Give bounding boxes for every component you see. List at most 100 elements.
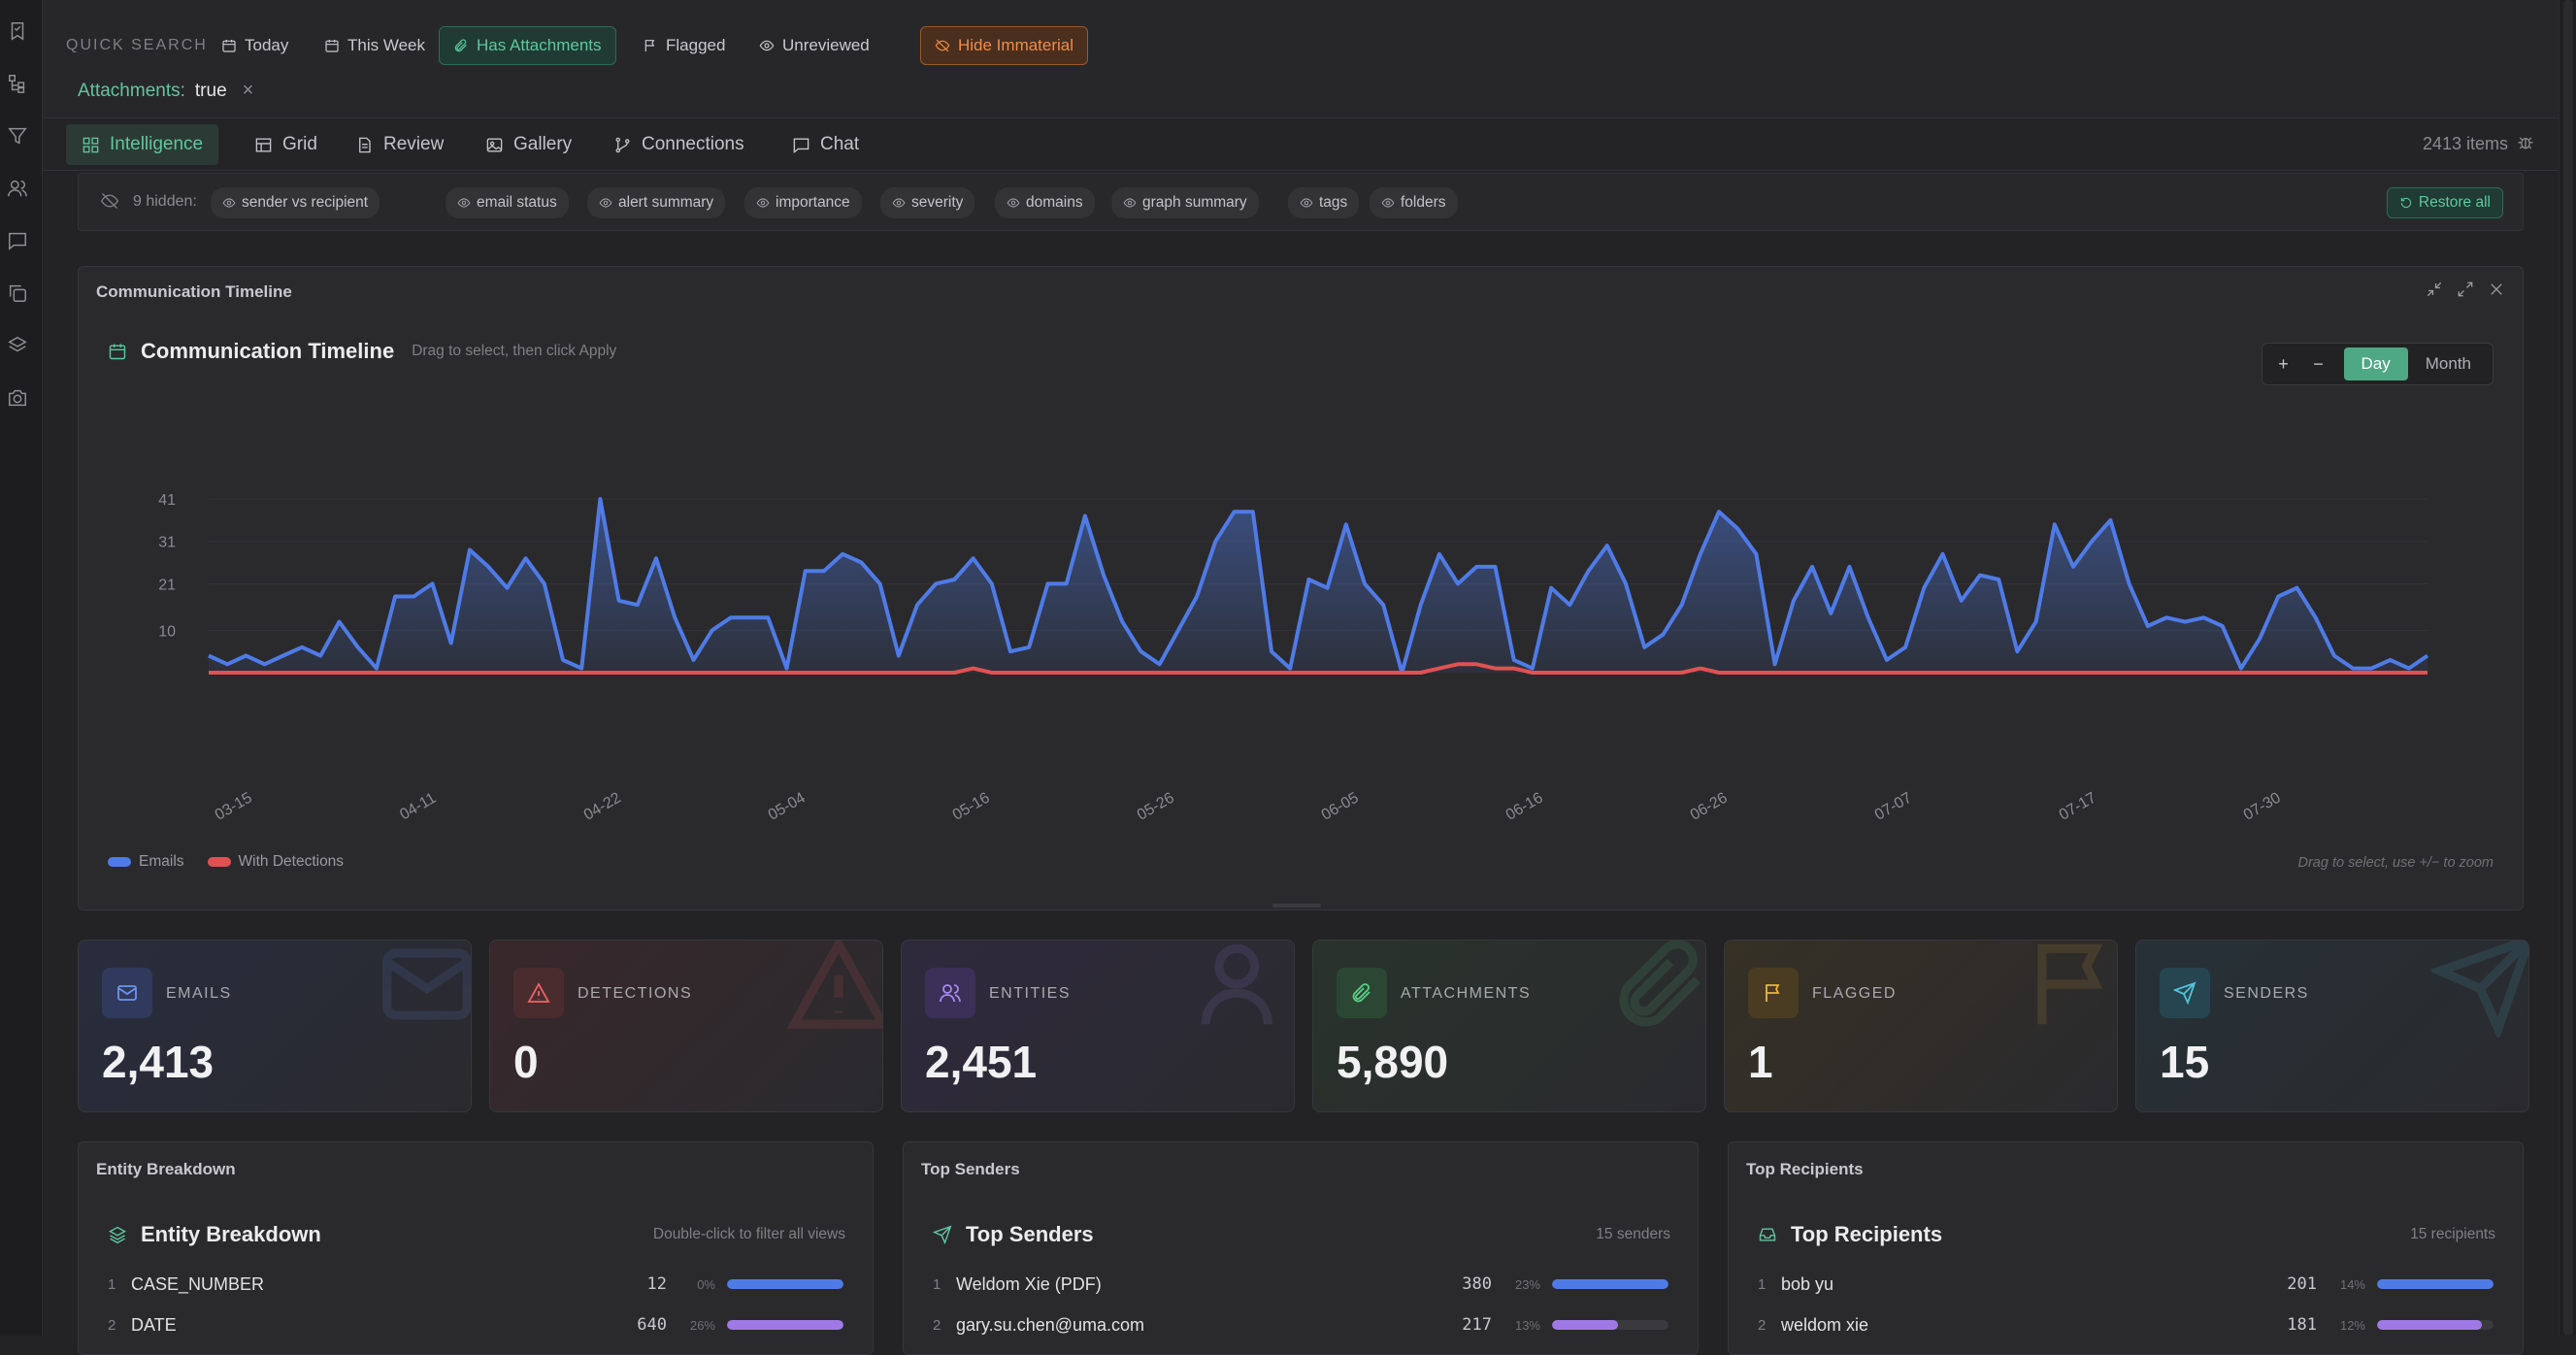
hidden-chip-email-status[interactable]: email status xyxy=(446,187,569,218)
camera-icon[interactable] xyxy=(4,384,31,412)
remove-filter-icon[interactable]: × xyxy=(242,80,254,101)
panel-controls xyxy=(2426,281,2505,303)
eye-icon xyxy=(892,198,906,208)
tab-grid[interactable]: Grid xyxy=(239,124,333,165)
timeline-panel: Communication Timeline Communication Tim… xyxy=(78,266,2524,910)
row-percent: 23% xyxy=(1514,1276,1540,1292)
list-item[interactable]: 1 Weldom Xie (PDF) 380 23% xyxy=(933,1267,1668,1302)
stat-value: 2,413 xyxy=(102,1037,215,1087)
git-branch-icon xyxy=(615,137,630,152)
chip-this-week[interactable]: This Week xyxy=(311,26,439,65)
hidden-chip-graph-summary[interactable]: graph summary xyxy=(1111,187,1259,218)
copy-icon[interactable] xyxy=(4,280,31,307)
hidden-chip-label: email status xyxy=(477,194,557,211)
mail-watermark-icon xyxy=(374,941,471,1038)
vertical-scrollbar[interactable] xyxy=(2559,0,2576,1336)
list-item[interactable]: 2 weldom xie 181 12% xyxy=(1758,1307,2493,1342)
bookmark-icon[interactable] xyxy=(4,17,31,45)
row-percent: 13% xyxy=(1514,1317,1540,1333)
x-tick-label: 06-16 xyxy=(1503,789,1546,823)
close-icon[interactable] xyxy=(2488,281,2505,303)
chip-has-attachments[interactable]: Has Attachments xyxy=(439,26,616,65)
zoom-out-button[interactable]: − xyxy=(2313,353,2324,374)
resize-handle[interactable] xyxy=(1272,904,1321,908)
legend-item-emails[interactable]: Emails xyxy=(108,853,184,871)
restore-all-button[interactable]: Restore all xyxy=(2386,187,2503,218)
timeline-title: Communication Timeline xyxy=(141,339,395,363)
users-icon xyxy=(925,968,975,1018)
stat-card-attachments[interactable]: ATTACHMENTS 5,890 xyxy=(1312,940,1706,1112)
stat-card-emails[interactable]: EMAILS 2,413 xyxy=(78,940,472,1112)
list-item[interactable]: 1 bob yu 201 14% xyxy=(1758,1267,2493,1302)
tab-label: Grid xyxy=(282,134,317,154)
layers-icon[interactable] xyxy=(4,332,31,359)
legend-item-detections[interactable]: With Detections xyxy=(207,853,344,871)
chip-label: This Week xyxy=(347,36,425,54)
chip-flagged[interactable]: Flagged xyxy=(629,26,739,65)
y-tick-label: 41 xyxy=(158,492,176,509)
hidden-chip-domains[interactable]: domains xyxy=(995,187,1095,218)
zoom-controls: + − Day Month xyxy=(2261,343,2493,385)
flag-icon xyxy=(1748,968,1799,1018)
y-tick-label: 10 xyxy=(158,623,176,640)
hidden-chip-severity[interactable]: severity xyxy=(880,187,975,218)
row-count: 12 xyxy=(646,1274,667,1294)
layers-icon xyxy=(109,1226,126,1244)
legend-label: Emails xyxy=(139,853,184,870)
row-count: 201 xyxy=(2287,1274,2317,1294)
stat-card-senders[interactable]: SENDERS 15 xyxy=(2135,940,2529,1112)
message-icon[interactable] xyxy=(4,227,31,254)
hidden-chip-folders[interactable]: folders xyxy=(1370,187,1458,218)
tab-chat[interactable]: Chat xyxy=(776,124,875,165)
row-bar-fill xyxy=(2377,1279,2493,1289)
filter-icon[interactable] xyxy=(4,122,31,149)
panel-heading: Top Recipients xyxy=(1791,1222,1943,1246)
tab-gallery[interactable]: Gallery xyxy=(470,124,587,165)
tab-intelligence[interactable]: Intelligence xyxy=(66,124,219,165)
chip-unreviewed[interactable]: Unreviewed xyxy=(745,26,883,65)
restore-all-label: Restore all xyxy=(2418,194,2491,211)
stat-label: SENDERS xyxy=(2224,985,2309,1002)
row-bar xyxy=(727,1279,843,1289)
list-item[interactable]: 2 gary.su.chen@uma.com 217 13% xyxy=(933,1307,1668,1342)
granularity-day-button[interactable]: Day xyxy=(2343,347,2408,380)
tab-connections[interactable]: Connections xyxy=(598,124,760,165)
scrollbar-thumb[interactable] xyxy=(2563,0,2573,1336)
zoom-in-button[interactable]: + xyxy=(2278,353,2289,374)
tab-label: Chat xyxy=(820,134,860,154)
stat-card-entities[interactable]: ENTITIES 2,451 xyxy=(901,940,1295,1112)
minimize-icon[interactable] xyxy=(2426,281,2443,303)
hidden-chip-tags[interactable]: tags xyxy=(1288,187,1360,218)
table-icon xyxy=(255,137,272,152)
hidden-chip-alert-summary[interactable]: alert summary xyxy=(587,187,726,218)
list-item[interactable]: 2 DATE 640 26% xyxy=(108,1307,843,1342)
maximize-icon[interactable] xyxy=(2457,281,2474,303)
timeline-hint: Drag to select, then click Apply xyxy=(412,343,617,359)
alert-watermark-icon xyxy=(785,941,882,1038)
entity-breakdown-panel: Entity Breakdown Entity Breakdown Double… xyxy=(78,1141,874,1355)
timeline-chart[interactable]: 10 21 31 41 03-15 04-11 04-22 05-04 05-16 05-26 06… xyxy=(79,267,2525,911)
stat-value: 15 xyxy=(2160,1037,2210,1087)
chip-hide-immaterial[interactable]: Hide Immaterial xyxy=(920,26,1089,65)
panel-heading: Top Senders xyxy=(966,1222,1094,1246)
list-item[interactable]: 1 CASE_NUMBER 12 0% xyxy=(108,1267,843,1302)
stat-label: ENTITIES xyxy=(989,985,1072,1002)
granularity-month-button[interactable]: Month xyxy=(2425,354,2471,373)
mail-icon xyxy=(102,968,152,1018)
row-index: 2 xyxy=(108,1316,116,1334)
rotate-icon xyxy=(2400,197,2412,209)
stat-card-flagged[interactable]: FLAGGED 1 xyxy=(1724,940,2118,1112)
users-icon[interactable] xyxy=(4,175,31,202)
view-tabs: Intelligence Grid Review Gallery Connect… xyxy=(43,118,2559,171)
tab-review[interactable]: Review xyxy=(340,124,459,165)
hidden-chip-importance[interactable]: importance xyxy=(744,187,862,218)
tree-icon[interactable] xyxy=(4,70,31,97)
bug-icon[interactable] xyxy=(2516,132,2539,155)
stat-card-detections[interactable]: DETECTIONS 0 xyxy=(489,940,883,1112)
x-tick-label: 06-05 xyxy=(1319,789,1362,823)
row-count: 181 xyxy=(2287,1315,2317,1335)
paperclip-watermark-icon xyxy=(1608,941,1705,1038)
chip-today[interactable]: Today xyxy=(208,26,302,65)
panel-meta: 15 senders xyxy=(1596,1226,1670,1242)
hidden-chip-sender-vs-recipient[interactable]: sender vs recipient xyxy=(211,187,380,218)
